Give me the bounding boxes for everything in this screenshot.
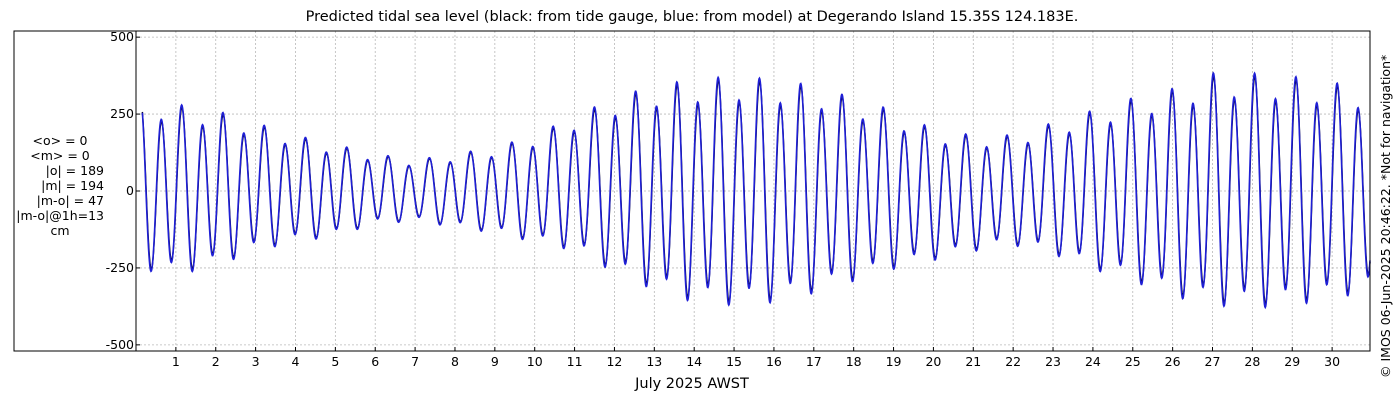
series-lines	[141, 71, 1371, 310]
x-tick-label: 25	[1125, 354, 1141, 369]
x-tick-label: 1	[172, 354, 180, 369]
x-tick-label: 6	[371, 354, 379, 369]
x-tick-label: 10	[527, 354, 543, 369]
axes: 1 2 3 4 5 6 7 8 9 10 11 12 13 14 15 16 17 18 19 20 21 22 23 24 2…	[13, 29, 1371, 369]
y-tick-label: 0	[126, 183, 134, 198]
x-tick-label: 19	[886, 354, 902, 369]
y-tick-label: 250	[110, 106, 134, 121]
series-line-model	[141, 71, 1371, 310]
x-tick-label: 30	[1324, 354, 1340, 369]
stat-abs-observed: |o| = 189	[45, 163, 104, 178]
x-axis-label: July 2025 AWST	[635, 376, 749, 392]
x-tick-label: 17	[806, 354, 822, 369]
y-tick-label: 500	[110, 29, 134, 44]
x-tick-label: 3	[252, 354, 260, 369]
x-tick-label: 16	[766, 354, 782, 369]
copyright-note: © IMOS 06-Jun-2025 20:46:22. *Not for na…	[1378, 54, 1393, 378]
x-tick-label: 20	[925, 354, 941, 369]
x-tick-label: 7	[411, 354, 419, 369]
x-tick-label: 11	[567, 354, 583, 369]
x-tick-label: 22	[1005, 354, 1021, 369]
plot-frame	[13, 30, 1371, 352]
x-tick-label: 12	[606, 354, 622, 369]
x-tick-label: 27	[1205, 354, 1221, 369]
stat-abs-difference: |m-o| = 47	[36, 193, 104, 208]
x-tick-label: 8	[451, 354, 459, 369]
x-tick-label: 4	[292, 354, 300, 369]
y-tick-label: -500	[106, 337, 134, 352]
x-tick-label: 29	[1284, 354, 1300, 369]
chart-title: Predicted tidal sea level (black: from t…	[305, 9, 1079, 25]
x-tick-label: 13	[646, 354, 662, 369]
y-tick-label: -250	[106, 260, 134, 275]
x-tick-label: 2	[212, 354, 220, 369]
stats-panel: <o> = 0 <m> = 0 |o| = 189 |m| = 194 |m-o…	[0, 133, 120, 238]
x-tick-label: 14	[686, 354, 702, 369]
x-tick-label: 28	[1244, 354, 1260, 369]
x-tick-label: 24	[1085, 354, 1101, 369]
stat-mean-observed: <o> = 0	[32, 133, 88, 148]
stat-mean-model: <m> = 0	[30, 148, 90, 163]
x-tick-label: 5	[331, 354, 339, 369]
x-tick-label: 26	[1165, 354, 1181, 369]
x-tick-label: 15	[726, 354, 742, 369]
stat-unit: cm	[50, 223, 70, 238]
x-tick-label: 23	[1045, 354, 1061, 369]
x-tick-label: 21	[965, 354, 981, 369]
x-tick-label: 18	[846, 354, 862, 369]
stat-abs-model: |m| = 194	[41, 178, 104, 193]
x-tick-label: 9	[491, 354, 499, 369]
stat-abs-difference-1h: |m-o|@1h=13	[16, 208, 104, 223]
